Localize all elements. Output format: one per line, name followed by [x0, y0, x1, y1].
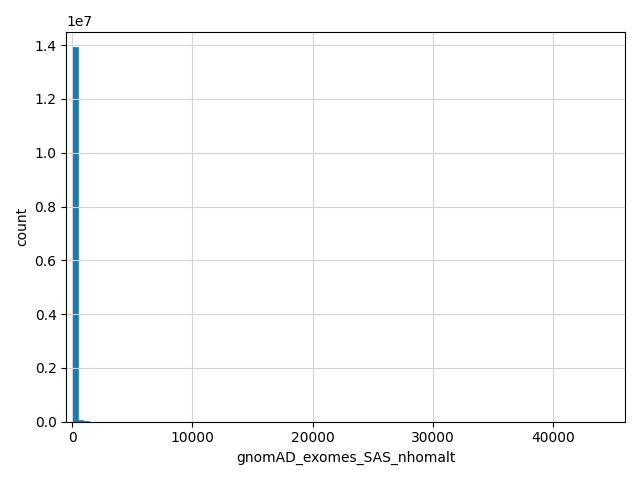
X-axis label: gnomAD_exomes_SAS_nhomalt: gnomAD_exomes_SAS_nhomalt — [236, 451, 455, 465]
Text: 1e7: 1e7 — [67, 15, 92, 29]
Bar — [72, 47, 78, 421]
Y-axis label: count: count — [15, 207, 29, 246]
Bar — [78, 420, 83, 421]
